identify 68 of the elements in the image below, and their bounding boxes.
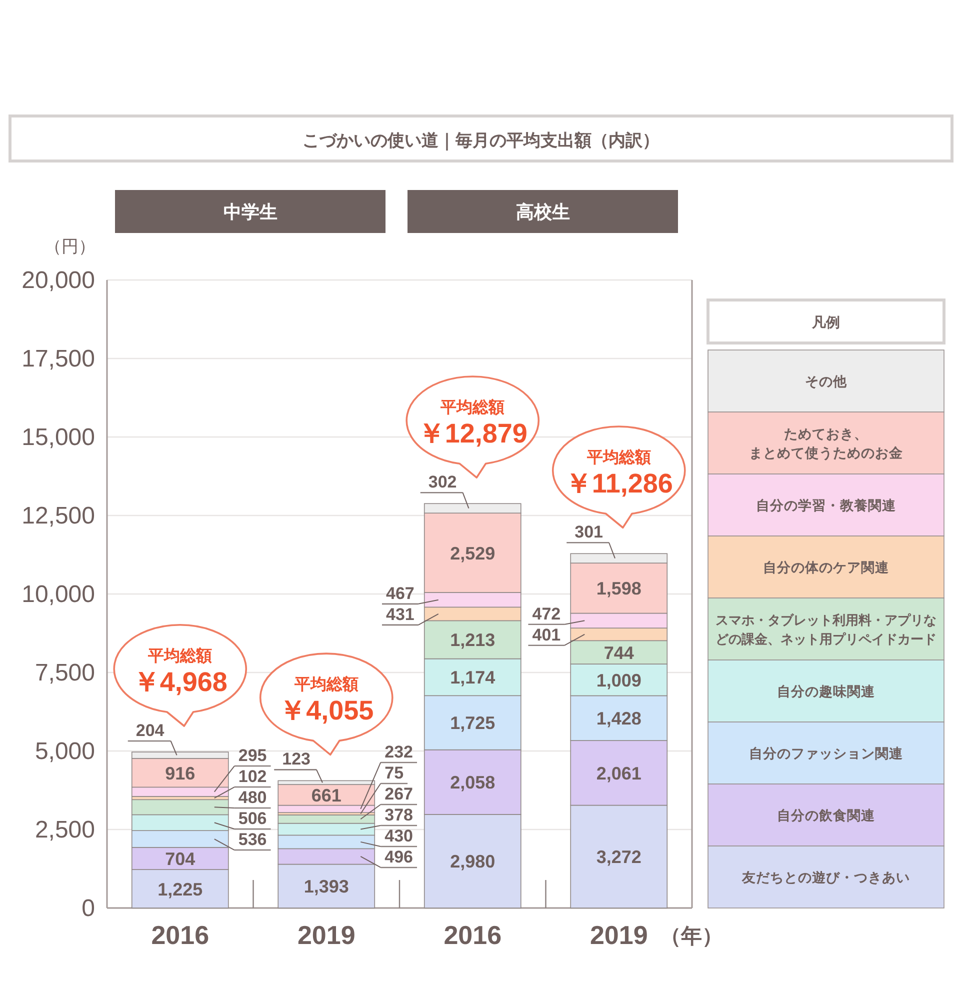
data-label: 467: [386, 584, 414, 603]
data-label: 704: [165, 848, 196, 869]
data-label: 301: [574, 522, 603, 542]
text: 友だちとの遊び・つきあい: [741, 870, 910, 885]
data-label: 472: [532, 604, 561, 624]
text: 自分の飲食関連: [777, 808, 875, 823]
y-tick-label: 15,000: [22, 424, 95, 451]
data-label: 1,428: [596, 708, 642, 729]
text: 中学生: [223, 202, 278, 222]
data-label: 744: [604, 642, 634, 663]
y-axis-title: （円）: [44, 237, 96, 256]
y-tick-label: 20,000: [22, 267, 95, 294]
data-label: 3,272: [596, 847, 642, 868]
data-label: 295: [238, 746, 267, 766]
x-axis-title: （年）: [660, 925, 723, 948]
total-label: 平均総額￥4,968: [132, 646, 228, 697]
data-label: 661: [311, 785, 342, 806]
text: 自分の学習・教養関連: [756, 497, 896, 513]
data-label: 232: [384, 742, 414, 762]
data-label: 302: [428, 472, 457, 492]
data-label: 204: [136, 721, 165, 740]
y-tick-label: 17,500: [22, 346, 95, 372]
data-label: 1,725: [450, 713, 496, 734]
data-label: 2,061: [596, 763, 642, 784]
data-label: 401: [532, 625, 561, 644]
x-tick-label: 2016: [151, 920, 210, 950]
data-label: 1,009: [596, 670, 642, 690]
data-label: 431: [386, 604, 414, 624]
data-label: 536: [238, 830, 267, 850]
data-label: 267: [384, 784, 414, 804]
data-label: 102: [238, 767, 267, 786]
text: 自分の趣味関連: [777, 684, 875, 699]
text: スマホ・タブレット利用料・アプリなどの課金、ネット用プリペイドカード: [716, 612, 936, 646]
data-label: 496: [384, 847, 414, 866]
x-tick-label: 2016: [444, 920, 502, 950]
y-tick-label: 10,000: [22, 581, 95, 608]
data-label: 430: [384, 826, 414, 846]
text: 自分の体のケア関連: [763, 560, 889, 575]
data-label: 2,980: [450, 852, 496, 872]
data-label: 506: [238, 809, 267, 828]
text: その他: [805, 374, 848, 389]
data-label: 75: [384, 763, 404, 782]
y-tick-label: 5,000: [34, 738, 95, 765]
data-label: 378: [384, 805, 414, 824]
data-label: 1,174: [450, 668, 496, 688]
data-label: 1,225: [158, 879, 203, 900]
data-label: 2,058: [450, 772, 496, 793]
text: 自分のファッション関連: [749, 746, 903, 761]
y-tick-label: 7,500: [34, 660, 95, 686]
text: ためておき、まとめて使うためのお金: [749, 426, 903, 460]
data-label: 916: [165, 763, 196, 784]
total-label: 平均総額￥12,879: [418, 398, 528, 448]
y-tick-label: 12,500: [22, 502, 95, 530]
legend-title: 凡例: [811, 314, 840, 330]
total-label: 平均総額￥11,286: [564, 448, 673, 498]
data-label: 1,213: [450, 630, 496, 650]
x-tick-label: 2019: [297, 920, 356, 950]
chart-title: こづかいの使い道｜毎月の平均支出額（内訳）: [302, 131, 660, 151]
text: 高校生: [516, 202, 570, 222]
total-label: 平均総額￥4,055: [279, 676, 374, 726]
x-tick-label: 2019: [590, 920, 648, 950]
data-label: 1,598: [596, 578, 642, 599]
y-tick-label: 0: [82, 895, 95, 922]
y-tick-label: 2,500: [34, 816, 95, 844]
data-label: 2,529: [450, 543, 496, 564]
data-label: 480: [238, 788, 267, 808]
data-label: 1,393: [304, 876, 349, 897]
data-label: 123: [282, 750, 310, 769]
